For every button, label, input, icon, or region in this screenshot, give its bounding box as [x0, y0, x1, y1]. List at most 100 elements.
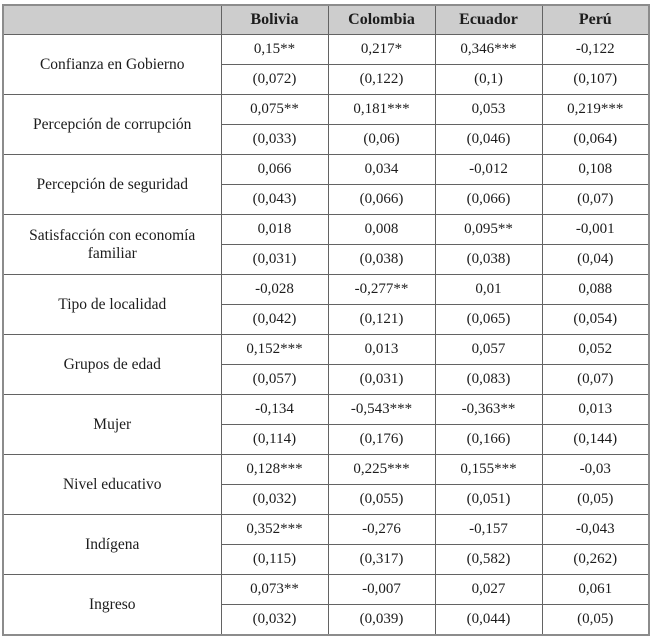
- stderr-cell: (0,044): [434, 604, 543, 636]
- coefficient-cell: 0,052: [541, 334, 650, 365]
- stderr-cell: (0,057): [220, 364, 329, 395]
- stderr-cell: (0,054): [541, 304, 650, 335]
- table-row-se: (0,033) (0,06) (0,046) (0,064): [3, 124, 650, 155]
- coefficient-cell: 0,008: [327, 214, 436, 245]
- table-row-coef: Mujer -0,134 -0,543*** -0,363** 0,013: [2, 394, 650, 455]
- row-label: Tipo de localidad: [2, 274, 222, 335]
- table-header: Bolivia Colombia Ecuador Perú: [2, 4, 650, 35]
- stderr-cell: (0,042): [220, 304, 329, 335]
- stderr-cell: (0,317): [327, 544, 436, 575]
- coefficient-cell: -0,543***: [327, 394, 436, 425]
- coefficient-cell: 0,073**: [220, 574, 329, 605]
- coefficient-cell: -0,157: [434, 514, 543, 545]
- coefficient-cell: 0,225***: [327, 454, 436, 485]
- coefficient-cell: -0,134: [220, 394, 329, 425]
- stderr-cell: (0,06): [327, 124, 436, 155]
- stderr-cell: (0,032): [220, 484, 329, 515]
- table-row-se: (0,032) (0,055) (0,051) (0,05): [3, 484, 650, 515]
- coefficient-cell: -0,012: [434, 154, 543, 185]
- coefficient-cell: 0,053: [434, 94, 543, 125]
- table-row-coef: Grupos de edad 0,152*** 0,013 0,057 0,052: [2, 334, 650, 395]
- coefficient-cell: 0,15**: [220, 34, 329, 65]
- coefficient-cell: 0,181***: [327, 94, 436, 125]
- table-row-se: (0,031) (0,038) (0,038) (0,04): [3, 244, 650, 275]
- stderr-cell: (0,122): [327, 64, 436, 95]
- coefficient-cell: 0,128***: [220, 454, 329, 485]
- stderr-cell: (0,065): [434, 304, 543, 335]
- coefficient-cell: 0,352***: [220, 514, 329, 545]
- coefficient-cell: 0,01: [434, 274, 543, 305]
- stderr-cell: (0,107): [541, 64, 650, 95]
- stderr-cell: (0,1): [434, 64, 543, 95]
- stderr-cell: (0,07): [541, 364, 650, 395]
- stderr-cell: (0,05): [541, 604, 650, 636]
- stderr-cell: (0,262): [541, 544, 650, 575]
- stderr-cell: (0,05): [541, 484, 650, 515]
- table-row-coef: Satisfacción con economía familiar 0,018 0…: [2, 214, 650, 275]
- stderr-cell: (0,046): [434, 124, 543, 155]
- coefficient-cell: -0,277**: [327, 274, 436, 305]
- coefficient-cell: 0,013: [327, 334, 436, 365]
- table-row-coef: Tipo de localidad -0,028 -0,277** 0,01 0,088: [2, 274, 650, 335]
- coefficient-cell: -0,007: [327, 574, 436, 605]
- regression-table: Bolivia Colombia Ecuador Perú Confianza en …: [2, 4, 650, 636]
- coefficient-cell: 0,108: [541, 154, 650, 185]
- coefficient-cell: 0,034: [327, 154, 436, 185]
- corner-cell: [2, 4, 222, 35]
- stderr-cell: (0,038): [434, 244, 543, 275]
- coefficient-cell: 0,088: [541, 274, 650, 305]
- stderr-cell: (0,144): [541, 424, 650, 455]
- coefficient-cell: 0,346***: [434, 34, 543, 65]
- stderr-cell: (0,031): [220, 244, 329, 275]
- table-row-coef: Indígena 0,352*** -0,276 -0,157 -0,043: [2, 514, 650, 575]
- stderr-cell: (0,038): [327, 244, 436, 275]
- row-label: Confianza en Gobierno: [2, 34, 222, 95]
- coefficient-cell: 0,075**: [220, 94, 329, 125]
- table-row-se: (0,032) (0,039) (0,044) (0,05): [3, 604, 650, 636]
- column-header: Perú: [541, 4, 650, 35]
- table-row-se: (0,042) (0,121) (0,065) (0,054): [3, 304, 650, 335]
- stderr-cell: (0,04): [541, 244, 650, 275]
- stderr-cell: (0,051): [434, 484, 543, 515]
- coefficient-cell: 0,013: [541, 394, 650, 425]
- stderr-cell: (0,031): [327, 364, 436, 395]
- table-row-coef: Percepción de corrupción 0,075** 0,181*** 0…: [2, 94, 650, 155]
- header-row: Bolivia Colombia Ecuador Perú: [2, 4, 650, 35]
- table-row-coef: Percepción de seguridad 0,066 0,034 -0,012 0…: [2, 154, 650, 215]
- stderr-cell: (0,582): [434, 544, 543, 575]
- column-header: Bolivia: [220, 4, 329, 35]
- coefficient-cell: -0,122: [541, 34, 650, 65]
- coefficient-cell: 0,057: [434, 334, 543, 365]
- table-row-coef: Confianza en Gobierno 0,15** 0,217* 0,346**…: [2, 34, 650, 95]
- column-header: Colombia: [327, 4, 436, 35]
- row-label: Ingreso: [2, 574, 222, 636]
- table-row-se: (0,057) (0,031) (0,083) (0,07): [3, 364, 650, 395]
- stderr-cell: (0,115): [220, 544, 329, 575]
- row-label: Indígena: [2, 514, 222, 575]
- coefficient-cell: -0,028: [220, 274, 329, 305]
- coefficient-cell: 0,152***: [220, 334, 329, 365]
- row-label: Grupos de edad: [2, 334, 222, 395]
- coefficient-cell: 0,061: [541, 574, 650, 605]
- coefficient-cell: -0,363**: [434, 394, 543, 425]
- stderr-cell: (0,066): [434, 184, 543, 215]
- coefficient-cell: 0,018: [220, 214, 329, 245]
- stderr-cell: (0,072): [220, 64, 329, 95]
- row-label: Satisfacción con economía familiar: [2, 214, 222, 275]
- coefficient-cell: 0,066: [220, 154, 329, 185]
- stderr-cell: (0,166): [434, 424, 543, 455]
- stderr-cell: (0,032): [220, 604, 329, 636]
- stderr-cell: (0,114): [220, 424, 329, 455]
- stderr-cell: (0,039): [327, 604, 436, 636]
- row-label: Percepción de corrupción: [2, 94, 222, 155]
- stderr-cell: (0,07): [541, 184, 650, 215]
- coefficient-cell: 0,155***: [434, 454, 543, 485]
- stderr-cell: (0,066): [327, 184, 436, 215]
- stderr-cell: (0,064): [541, 124, 650, 155]
- table-row-se: (0,114) (0,176) (0,166) (0,144): [3, 424, 650, 455]
- row-label: Mujer: [2, 394, 222, 455]
- row-label: Nivel educativo: [2, 454, 222, 515]
- coefficient-cell: 0,095**: [434, 214, 543, 245]
- table-row-coef: Nivel educativo 0,128*** 0,225*** 0,155*** -…: [2, 454, 650, 515]
- stderr-cell: (0,121): [327, 304, 436, 335]
